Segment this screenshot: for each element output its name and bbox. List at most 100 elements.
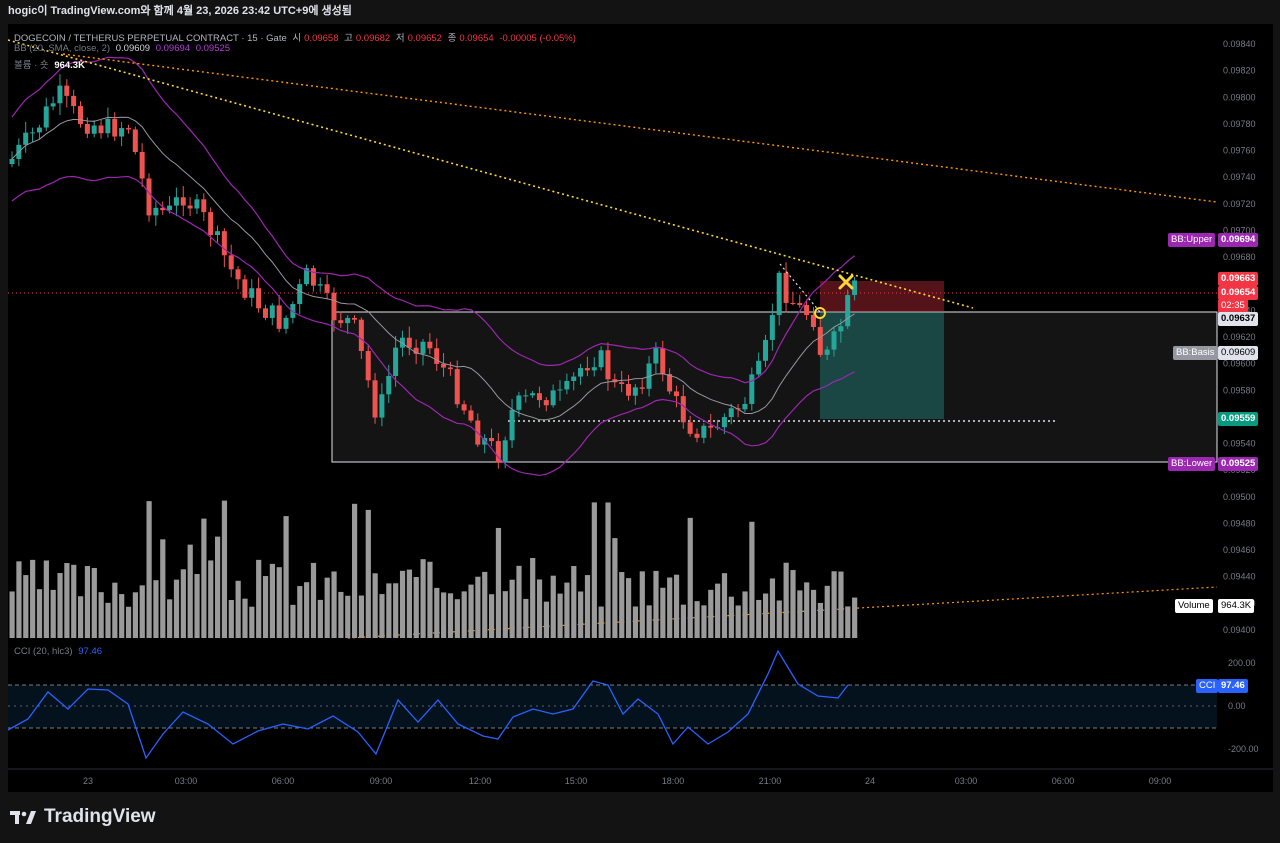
volume-bar <box>845 606 851 638</box>
time-axis-tick: 23 <box>83 776 93 786</box>
close-value: 0.09654 <box>459 33 494 44</box>
candle-body <box>215 231 220 235</box>
volume-bar <box>132 592 138 638</box>
volume-bar <box>632 606 639 638</box>
candle-body <box>626 383 631 396</box>
volume-bar <box>694 601 700 638</box>
candle-body <box>249 288 255 298</box>
volume-bar <box>167 599 173 638</box>
price-tag-1: 0.09663 <box>1218 272 1259 286</box>
volume-bar <box>502 591 508 638</box>
volume-bar <box>420 559 426 638</box>
bb-legend: BB (20, SMA, close, 2) 0.09609 0.09694 0… <box>14 43 233 54</box>
candle-body <box>372 380 378 418</box>
volume-bar <box>71 564 77 638</box>
bb-upper-value: 0.09694 <box>155 43 191 54</box>
volume-bar <box>36 589 43 638</box>
volume-bar <box>201 518 207 638</box>
volume-bar <box>742 591 748 638</box>
candle-body <box>345 317 351 324</box>
volume-bar <box>317 599 323 638</box>
volume-bar <box>776 600 782 638</box>
volume-bar <box>509 579 515 638</box>
time-axis-tick: 18:00 <box>662 776 685 786</box>
candle-body <box>441 363 447 368</box>
low-value: 0.09652 <box>407 33 442 44</box>
bb-lower-tag-value: 0.09525 <box>1218 457 1259 471</box>
symbol-legend: DOGECOIN / TETHERUS PERPETUAL CONTRACT ·… <box>14 30 579 44</box>
time-axis-tick: 06:00 <box>272 776 295 786</box>
price-tag-4: 0.09559 <box>1218 412 1259 426</box>
volume-bar <box>461 591 467 638</box>
candle-body <box>427 341 433 349</box>
candle-body <box>23 132 29 145</box>
candle-body <box>132 129 138 153</box>
candle-body <box>317 284 323 286</box>
volume-bar <box>523 598 529 638</box>
volume-legend-value: 964.3K <box>54 60 85 71</box>
candle-body <box>721 417 727 428</box>
price-axis-tick: 0.09480 <box>1223 518 1256 528</box>
volume-bar <box>673 574 680 638</box>
close-label: 종 <box>447 33 457 44</box>
bb-upper-line <box>11 56 855 384</box>
volume-bar <box>804 582 810 638</box>
candle-body <box>50 103 56 107</box>
candle-body <box>221 231 227 256</box>
candle-body <box>173 197 179 206</box>
candle-body <box>352 317 357 320</box>
tradingview-footer[interactable]: TradingView <box>10 806 156 828</box>
cci-axis-tick: 200.00 <box>1228 658 1256 668</box>
candle-body <box>591 367 597 371</box>
candle-body <box>167 205 173 211</box>
candle-body <box>379 394 385 418</box>
candle-body <box>64 85 70 96</box>
volume-legend-label[interactable]: 볼륨 · 숏 <box>14 60 49 71</box>
price-axis-tick: 0.09680 <box>1223 252 1256 262</box>
candle-body <box>598 350 604 368</box>
bb-legend-label[interactable]: BB (20, SMA, close, 2) <box>14 43 111 54</box>
candle-body <box>578 368 584 377</box>
candle-body <box>680 396 686 423</box>
candle-body <box>153 207 159 216</box>
candle-body <box>84 123 90 134</box>
candle-body <box>701 425 707 438</box>
cci-legend-label[interactable]: CCI (20, hlc3) <box>14 646 73 657</box>
entry-guide-line <box>779 263 821 313</box>
volume-bar <box>769 578 776 638</box>
candle-body <box>393 347 399 376</box>
candle-body <box>310 268 316 286</box>
price-axis-tick: 0.09400 <box>1223 625 1256 635</box>
candle-body <box>125 128 131 130</box>
volume-bar <box>434 587 440 638</box>
volume-bar <box>194 574 200 638</box>
bb-basis-tag-label: BB:Basis <box>1173 346 1218 360</box>
candle-body <box>78 106 83 124</box>
candle-body <box>482 437 488 445</box>
price-axis-tick: 0.09460 <box>1223 545 1256 555</box>
candle-body <box>619 382 625 384</box>
countdown-tag: 02:35 <box>1218 299 1248 313</box>
volume-bar <box>331 571 337 638</box>
volume-bar <box>516 565 522 638</box>
volume-bar <box>187 544 193 638</box>
volume-bar <box>838 571 844 638</box>
bb-lower-tag-label: BB:Lower <box>1168 457 1216 471</box>
volume-bar <box>557 593 563 638</box>
tradingview-brand: TradingView <box>44 806 156 827</box>
volume-bar <box>9 591 15 638</box>
candle-body <box>516 395 522 410</box>
volume-bar <box>735 605 741 638</box>
chart-panel[interactable]: 0.09840 0.09820 0.09800 0.09780 0.09760 0.097… <box>8 24 1273 792</box>
price-axis-tick: 0.09740 <box>1223 172 1256 182</box>
volume-bar <box>680 604 686 638</box>
candle-body <box>852 280 858 296</box>
cci-legend: CCI (20, hlc3) 97.46 <box>14 646 105 657</box>
candle-body <box>386 375 392 395</box>
high-value: 0.09682 <box>355 33 391 44</box>
volume-bar <box>447 593 454 638</box>
volume-bar <box>763 593 769 638</box>
volume-bar <box>406 569 412 638</box>
chart-canvas[interactable]: 0.09840 0.09820 0.09800 0.09780 0.09760 0.097… <box>8 24 1273 792</box>
symbol-title[interactable]: DOGECOIN / TETHERUS PERPETUAL CONTRACT ·… <box>14 33 287 44</box>
